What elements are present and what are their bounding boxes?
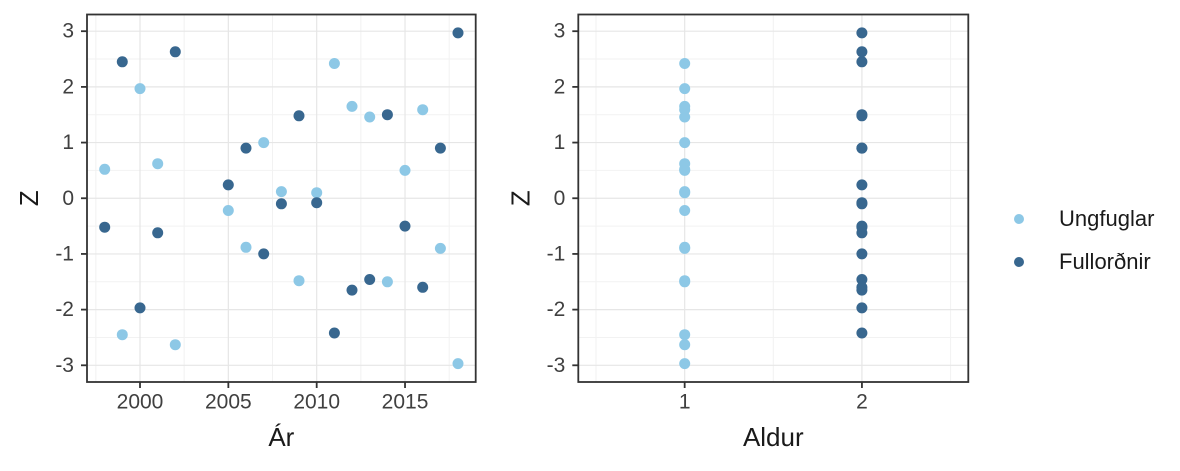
data-point [679, 276, 691, 288]
data-point [399, 220, 411, 232]
y-tick-label: 2 [554, 75, 566, 98]
data-point [134, 83, 146, 95]
data-point [240, 241, 252, 253]
y-tick-label: 1 [62, 131, 74, 154]
data-point [856, 248, 868, 260]
data-point [258, 248, 270, 260]
data-point [856, 142, 868, 154]
data-point [134, 302, 146, 314]
panel-0: 2000 2005 2010 2015 -3 -2 -1 0 1 2 3 Ár Z [14, 13, 477, 452]
x-tick-label: 2005 [205, 391, 252, 414]
data-point [679, 104, 691, 116]
data-point [240, 142, 252, 154]
data-point [856, 56, 868, 68]
y-tick-label: -3 [55, 354, 74, 377]
data-point [679, 339, 691, 351]
data-point [311, 187, 323, 199]
data-point [856, 281, 868, 293]
y-tick-label: 2 [62, 75, 74, 98]
data-point [856, 46, 868, 58]
data-point [364, 274, 376, 285]
data-point [679, 83, 691, 95]
data-point [99, 163, 111, 175]
data-point [275, 186, 287, 198]
y-axis-title: Z [14, 190, 44, 206]
x-tick-label: 2010 [293, 391, 340, 414]
data-point [679, 329, 691, 341]
y-tick-label: 1 [554, 131, 566, 154]
y-tick-label: -1 [55, 242, 74, 265]
data-point [328, 327, 340, 339]
data-point [169, 339, 181, 351]
data-point [169, 46, 181, 58]
data-point [381, 276, 393, 288]
data-point [328, 58, 340, 69]
data-point [364, 111, 376, 123]
data-point [679, 137, 691, 149]
data-point [679, 358, 691, 370]
panel-1: 1 2 -3 -2 -1 0 1 2 3 Aldur Z [505, 13, 970, 452]
data-point [856, 109, 868, 121]
x-axis-title: Ár [268, 422, 294, 452]
data-point [679, 187, 691, 199]
data-point [856, 302, 868, 314]
data-point [856, 327, 868, 339]
y-tick-label: 0 [62, 187, 74, 210]
y-tick-label: -3 [547, 354, 566, 377]
data-point [856, 274, 868, 285]
data-point [381, 109, 393, 121]
data-point [679, 164, 691, 176]
data-point [679, 58, 691, 69]
data-point [856, 197, 868, 209]
y-tick-label: 3 [62, 20, 74, 43]
data-point [346, 100, 358, 112]
data-point [856, 220, 868, 232]
y-tick-label: 3 [554, 20, 566, 43]
data-point [434, 142, 446, 154]
data-point [275, 198, 287, 210]
data-point [258, 137, 270, 149]
x-tick-label: 2015 [382, 391, 429, 414]
data-point [452, 27, 464, 39]
y-tick-label: 0 [554, 187, 566, 210]
data-point [679, 242, 691, 254]
data-point [417, 104, 429, 116]
y-tick-label: -1 [547, 242, 566, 265]
data-point [399, 164, 411, 176]
data-point [152, 158, 164, 170]
data-point [434, 242, 446, 254]
data-point [116, 329, 128, 341]
data-point [856, 27, 868, 39]
x-tick-label: 1 [679, 391, 691, 414]
y-tick-label: -2 [55, 298, 74, 321]
x-tick-label: 2 [856, 391, 868, 414]
x-tick-label: 2000 [117, 391, 164, 414]
data-point [293, 110, 305, 122]
x-axis-title: Aldur [743, 422, 804, 452]
data-point [222, 179, 234, 191]
data-point [452, 358, 464, 370]
data-point [293, 275, 305, 287]
data-point [222, 205, 234, 216]
data-point [417, 281, 429, 293]
data-point [679, 205, 691, 216]
data-point [152, 227, 164, 239]
data-point [99, 221, 111, 233]
data-point [116, 56, 128, 68]
y-tick-label: -2 [547, 298, 566, 321]
data-point [856, 179, 868, 191]
y-axis-title: Z [505, 190, 535, 206]
data-point [311, 197, 323, 209]
data-point [346, 284, 358, 296]
